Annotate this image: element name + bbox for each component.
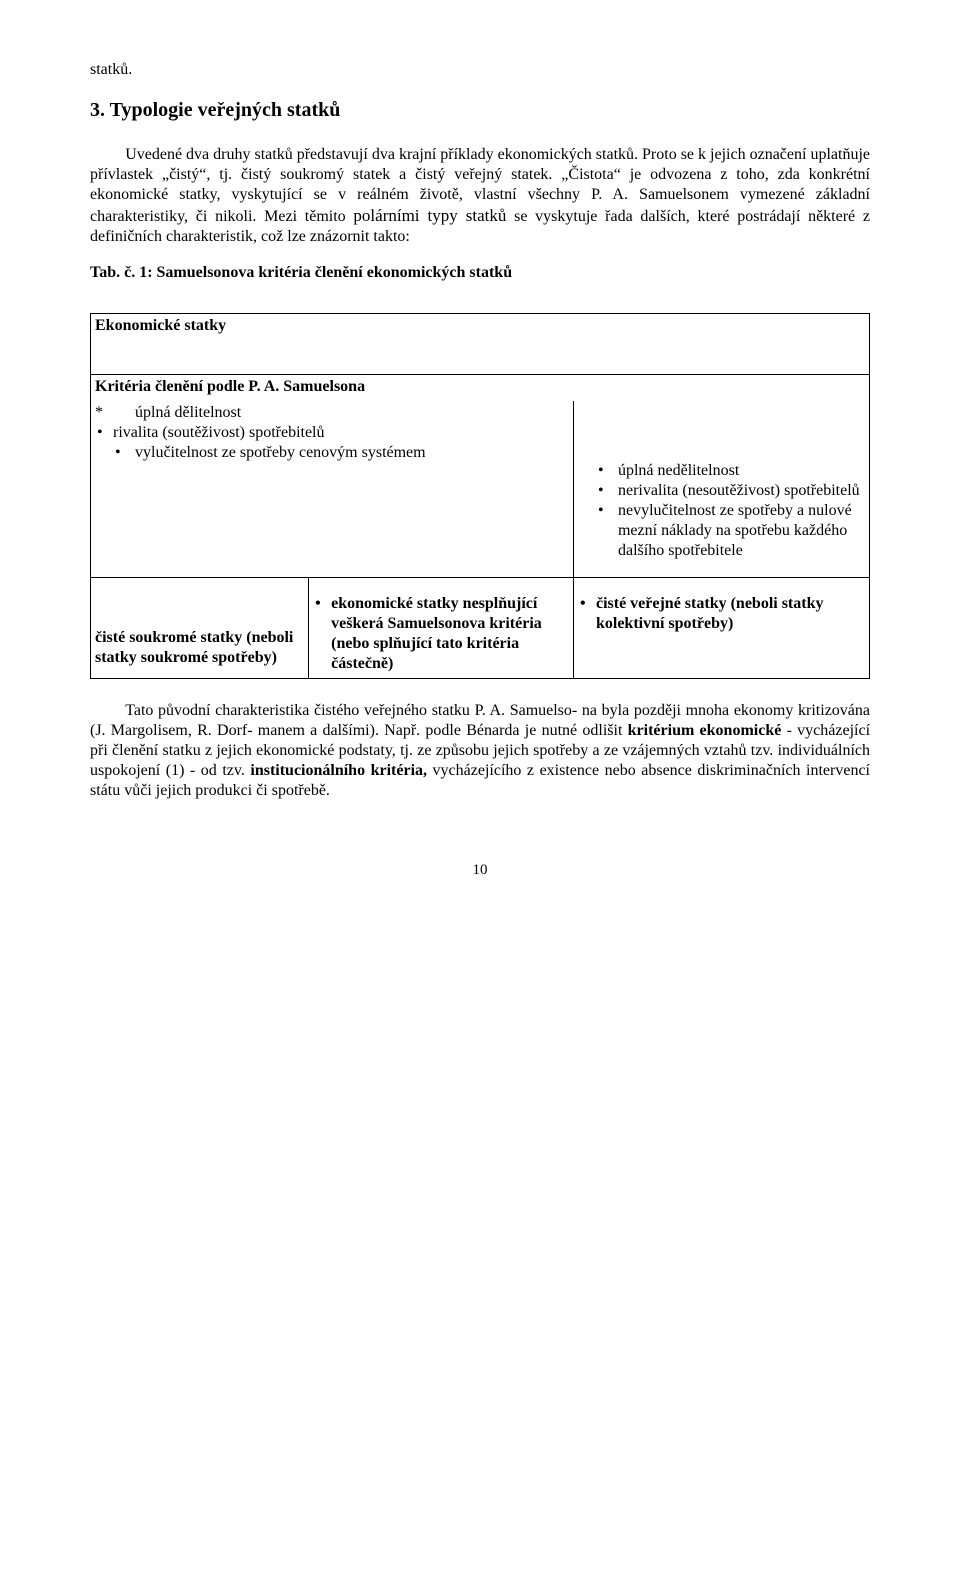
bottom-cell-right: čisté veřejné statky (neboli statky kole… [573,578,869,679]
previous-page-fragment: statků. [90,60,870,80]
bottom-cell-middle-bullet: ekonomické statky nesplňující veškerá Sa… [313,594,569,674]
bottom-cell-middle: ekonomické statky nesplňující veškerá Sa… [309,578,574,679]
table-header-ekonomicke-statky: Ekonomické statky [91,314,870,341]
page-number: 10 [90,861,870,880]
criteria-right-bullet-3: nevylučitelnost ze spotřeby a nulové mez… [578,501,865,561]
bottom-cell-left-text: čisté soukromé statky (neboli statky sou… [95,629,293,666]
table-caption: Tab. č. 1: Samuelsonova kritéria členění… [90,263,870,283]
criteria-right-cell: úplná nedělitelnost nerivalita (nesoutěž… [573,401,869,565]
table-kriteria-header: Kritéria členění podle P. A. Samuelsona [91,375,870,402]
criteria-right-bullet-2: nerivalita (nesoutěživost) spotřebitelů [578,481,865,501]
paragraph-1: Uvedené dva druhy statků představují dva… [90,145,870,247]
criteria-left-star-line: * úplná dělitelnost [95,403,569,423]
paragraph-2: Tato původní charakteristika čistého veř… [90,701,870,801]
section-heading: 3. Typologie veřejných statků [90,98,870,123]
criteria-left-cell: * úplná dělitelnost rivalita (soutěživos… [91,401,574,565]
para2-b: kritérium ekonomické [628,722,782,739]
criteria-right-bullet-1: úplná nedělitelnost [578,461,865,481]
criteria-left-bullet-1: rivalita (soutěživost) spotřebitelů [95,423,569,443]
samuelson-table: Ekonomické statky Kritéria členění podle… [90,313,870,679]
para2-d: institucionálního kritéria, [250,762,427,779]
para1-part-b: polárními typy statků [353,206,506,225]
bottom-cell-right-bullet: čisté veřejné statky (neboli statky kole… [578,594,865,634]
bottom-cell-left: čisté soukromé statky (neboli statky sou… [91,578,309,679]
criteria-left-sub-bullet: vylučitelnost ze spotřeby cenovým systém… [95,443,569,463]
